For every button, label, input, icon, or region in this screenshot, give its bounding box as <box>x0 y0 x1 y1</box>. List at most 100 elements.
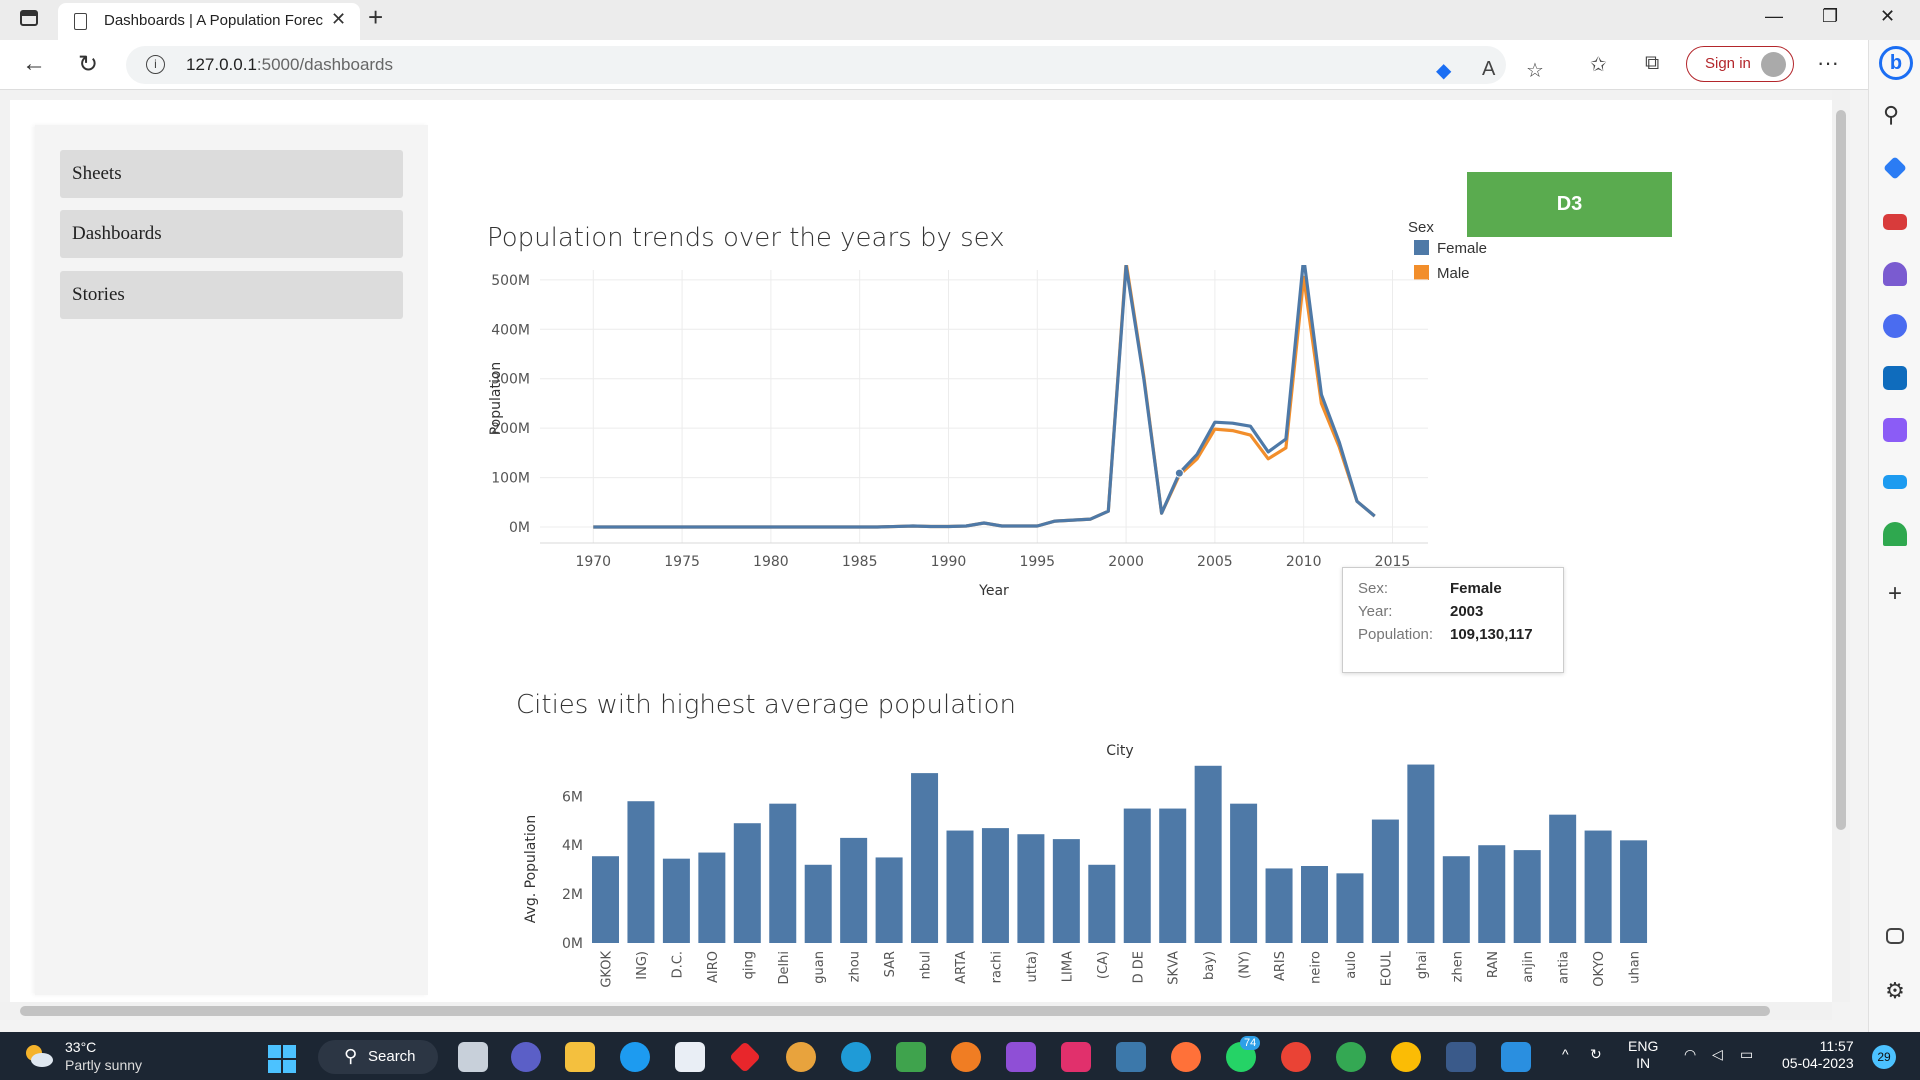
x-tick-label: SKVA <box>1167 951 1182 985</box>
read-aloud-icon[interactable]: A <box>1482 58 1496 80</box>
tooltip-key: Population: <box>1358 626 1434 643</box>
notification-badge[interactable]: 29 <box>1872 1045 1896 1069</box>
help-icon[interactable] <box>841 1042 871 1072</box>
bar-chart[interactable]: City Avg. Population 0M 2M 4M 6M GKOK ING) D.C. A… <box>428 735 1832 995</box>
nav-stories[interactable]: Stories <box>60 271 403 319</box>
outlook-icon[interactable] <box>1883 366 1907 390</box>
bar <box>1442 856 1470 943</box>
x-tick-label: D.C. <box>670 951 685 978</box>
visual-studio-icon[interactable] <box>1006 1042 1036 1072</box>
edge-icon[interactable] <box>620 1042 650 1072</box>
tag-icon[interactable]: ◆ <box>1436 60 1452 82</box>
anaconda-icon[interactable] <box>1446 1042 1476 1072</box>
instagram-icon[interactable] <box>1061 1042 1091 1072</box>
tooltip-key: Sex: <box>1358 580 1389 597</box>
horizontal-scrollbar[interactable] <box>0 1002 1832 1020</box>
taskbar-search[interactable]: ⚲ Search <box>318 1040 438 1074</box>
vertical-scrollbar[interactable] <box>1832 90 1850 1002</box>
chrome-profile-2-icon[interactable] <box>1336 1042 1366 1072</box>
excel-icon[interactable] <box>896 1042 926 1072</box>
tab-actions-icon[interactable] <box>20 10 38 26</box>
bar <box>1265 868 1293 943</box>
teams-icon[interactable] <box>511 1042 541 1072</box>
legend-item-male[interactable]: Male <box>1414 265 1470 282</box>
more-menu-icon[interactable]: ··· <box>1817 50 1839 75</box>
address-bar[interactable]: i 127.0.0.1:5000/dashboards ◆ A ☆ <box>126 46 1544 84</box>
back-button[interactable]: ← <box>22 50 46 77</box>
browser-title-bar: Dashboards | A Population Forec ✕ + — ❐ … <box>0 0 1920 40</box>
d3-button[interactable]: D3 <box>1467 172 1672 237</box>
collections-icon[interactable]: ⧉ <box>1645 52 1660 74</box>
sidebar-toggle-icon[interactable] <box>1886 928 1904 944</box>
bar <box>946 830 974 943</box>
chrome-icon[interactable] <box>1281 1042 1311 1072</box>
nav-dashboards[interactable]: Dashboards <box>60 210 403 258</box>
x-tick-label: OKYO <box>1592 951 1607 987</box>
nav-sheets[interactable]: Sheets <box>60 150 403 198</box>
y-tick-label: 500M <box>491 273 530 289</box>
bar <box>662 858 690 943</box>
horizontal-scroll-thumb[interactable] <box>20 1006 1770 1016</box>
anydesk-icon[interactable] <box>729 1041 761 1073</box>
browser-tab[interactable]: Dashboards | A Population Forec ✕ <box>58 3 360 40</box>
x-axis-title: City <box>1106 743 1133 759</box>
store-icon[interactable] <box>675 1042 705 1072</box>
clock-time: 11:57 <box>1819 1038 1854 1054</box>
x-tick-label: SAR <box>883 951 898 977</box>
tree-icon[interactable] <box>1883 522 1907 546</box>
python-icon[interactable] <box>1116 1042 1146 1072</box>
file-explorer-icon[interactable] <box>565 1042 595 1072</box>
restore-button[interactable]: ❐ <box>1822 6 1839 26</box>
vscode-icon[interactable] <box>1501 1042 1531 1072</box>
bing-chat-icon[interactable]: b <box>1879 46 1913 80</box>
whatsapp-icon[interactable]: 74 <box>1226 1036 1261 1072</box>
favorites-icon[interactable]: ✩ <box>1590 54 1607 76</box>
games-icon[interactable] <box>1883 262 1907 286</box>
y-tick-label: 6M <box>562 789 583 805</box>
new-tab-button[interactable]: + <box>368 2 384 32</box>
close-window-button[interactable]: ✕ <box>1880 6 1896 26</box>
line-chart-title: Population trends over the years by sex <box>487 223 1005 253</box>
battery-icon[interactable]: ▭ <box>1740 1046 1754 1062</box>
wifi-icon[interactable]: ◠ <box>1684 1046 1697 1062</box>
chrome-profile-icon[interactable] <box>786 1042 816 1072</box>
series-line-male <box>593 265 1376 529</box>
blender-icon[interactable] <box>951 1042 981 1072</box>
vertical-scroll-thumb[interactable] <box>1836 110 1846 830</box>
refresh-button[interactable]: ↻ <box>78 51 99 78</box>
clock[interactable]: 11:57 05-04-2023 <box>1782 1038 1854 1072</box>
x-tick-label: antia <box>1557 951 1572 984</box>
bar-chart-title: Cities with highest average population <box>516 690 1016 720</box>
search-icon[interactable]: ⚲ <box>1883 102 1900 127</box>
weather-icon[interactable] <box>22 1041 54 1069</box>
bar <box>1088 864 1116 943</box>
volume-icon[interactable]: ◁ <box>1712 1046 1723 1062</box>
bar <box>627 801 655 943</box>
sign-in-button[interactable]: Sign in <box>1686 46 1794 82</box>
page-viewport: Sheets Dashboards Stories D3 Population … <box>0 90 1832 1002</box>
chrome-profile-3-icon[interactable] <box>1391 1042 1421 1072</box>
tooltip-row: Sex: Female <box>1358 580 1502 597</box>
send-icon[interactable] <box>1883 475 1907 489</box>
language-indicator[interactable]: ENG IN <box>1628 1038 1658 1072</box>
x-tick-label: bay) <box>1202 951 1217 980</box>
close-icon[interactable]: ✕ <box>331 9 347 29</box>
add-favorite-icon[interactable]: ☆ <box>1526 60 1544 82</box>
info-icon[interactable]: i <box>146 55 165 74</box>
line-chart[interactable]: 1970 1975 1980 1985 1990 1995 2000 2005 2010 2015… <box>428 265 1832 645</box>
url-text[interactable]: 127.0.0.1:5000/dashboards <box>186 55 393 75</box>
legend-label-male: Male <box>1437 265 1470 282</box>
sync-icon[interactable]: ↻ <box>1590 1046 1602 1062</box>
start-button[interactable] <box>268 1045 296 1073</box>
legend-item-female[interactable]: Female <box>1414 240 1487 257</box>
add-icon[interactable]: + <box>1887 580 1902 607</box>
tray-overflow-icon[interactable]: ^ <box>1562 1046 1569 1062</box>
minimize-button[interactable]: — <box>1765 6 1783 26</box>
task-view-icon[interactable] <box>458 1042 488 1072</box>
microsoft365-icon[interactable] <box>1883 314 1907 338</box>
firefox-icon[interactable] <box>1171 1042 1201 1072</box>
settings-gear-icon[interactable]: ⚙ <box>1885 978 1905 1003</box>
shopping-icon[interactable] <box>1883 156 1907 180</box>
tools-icon[interactable] <box>1883 214 1907 230</box>
designer-icon[interactable] <box>1883 418 1907 442</box>
